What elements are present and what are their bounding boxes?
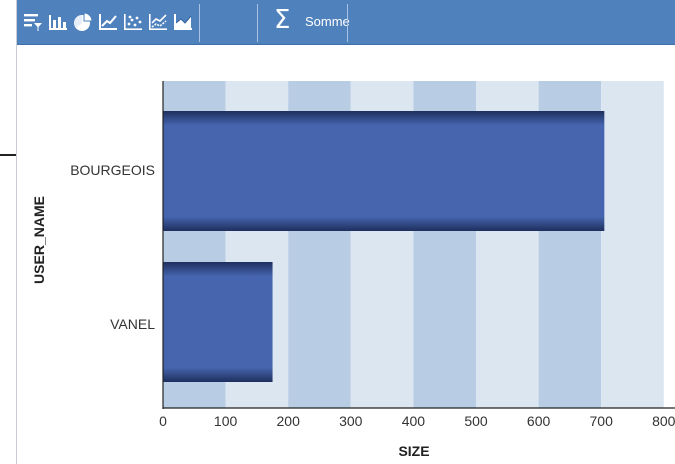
panel-divider <box>16 0 17 464</box>
x-tick-label: 400 <box>402 413 426 429</box>
toolbar-separator <box>199 4 200 42</box>
x-tick-label: 200 <box>277 413 301 429</box>
x-tick-label: 300 <box>339 413 363 429</box>
table-filter-icon[interactable] <box>22 11 44 33</box>
x-tick-label: 500 <box>464 413 488 429</box>
scatter-chart-icon[interactable] <box>122 11 144 33</box>
x-tick-label: 800 <box>652 413 675 429</box>
category-label: BOURGEOIS <box>70 162 155 178</box>
x-tick-label: 100 <box>214 413 238 429</box>
y-axis-title: USER_NAME <box>31 196 47 284</box>
sum-icon[interactable]: Σ <box>274 5 291 35</box>
aggregate-label[interactable]: Somme <box>305 14 350 29</box>
multi-line-chart-icon[interactable] <box>147 11 169 33</box>
chart-toolbar: Σ Somme <box>17 0 675 45</box>
grid-band <box>601 81 664 408</box>
bar-chart-icon[interactable] <box>47 11 69 33</box>
x-tick-label: 600 <box>527 413 551 429</box>
bar-bourgeois[interactable] <box>163 111 605 231</box>
toolbar-separator <box>347 4 348 42</box>
toolbar-separator <box>257 4 258 42</box>
x-tick-label: 0 <box>159 413 167 429</box>
bar-vanel[interactable] <box>163 262 273 382</box>
x-tick-label: 700 <box>590 413 614 429</box>
category-label: VANEL <box>110 316 155 332</box>
line-chart-icon[interactable] <box>97 11 119 33</box>
area-chart-icon[interactable] <box>172 11 194 33</box>
x-axis-title: SIZE <box>398 443 429 459</box>
panel-resize-handle[interactable] <box>0 154 16 156</box>
pie-chart-icon[interactable] <box>72 11 94 33</box>
